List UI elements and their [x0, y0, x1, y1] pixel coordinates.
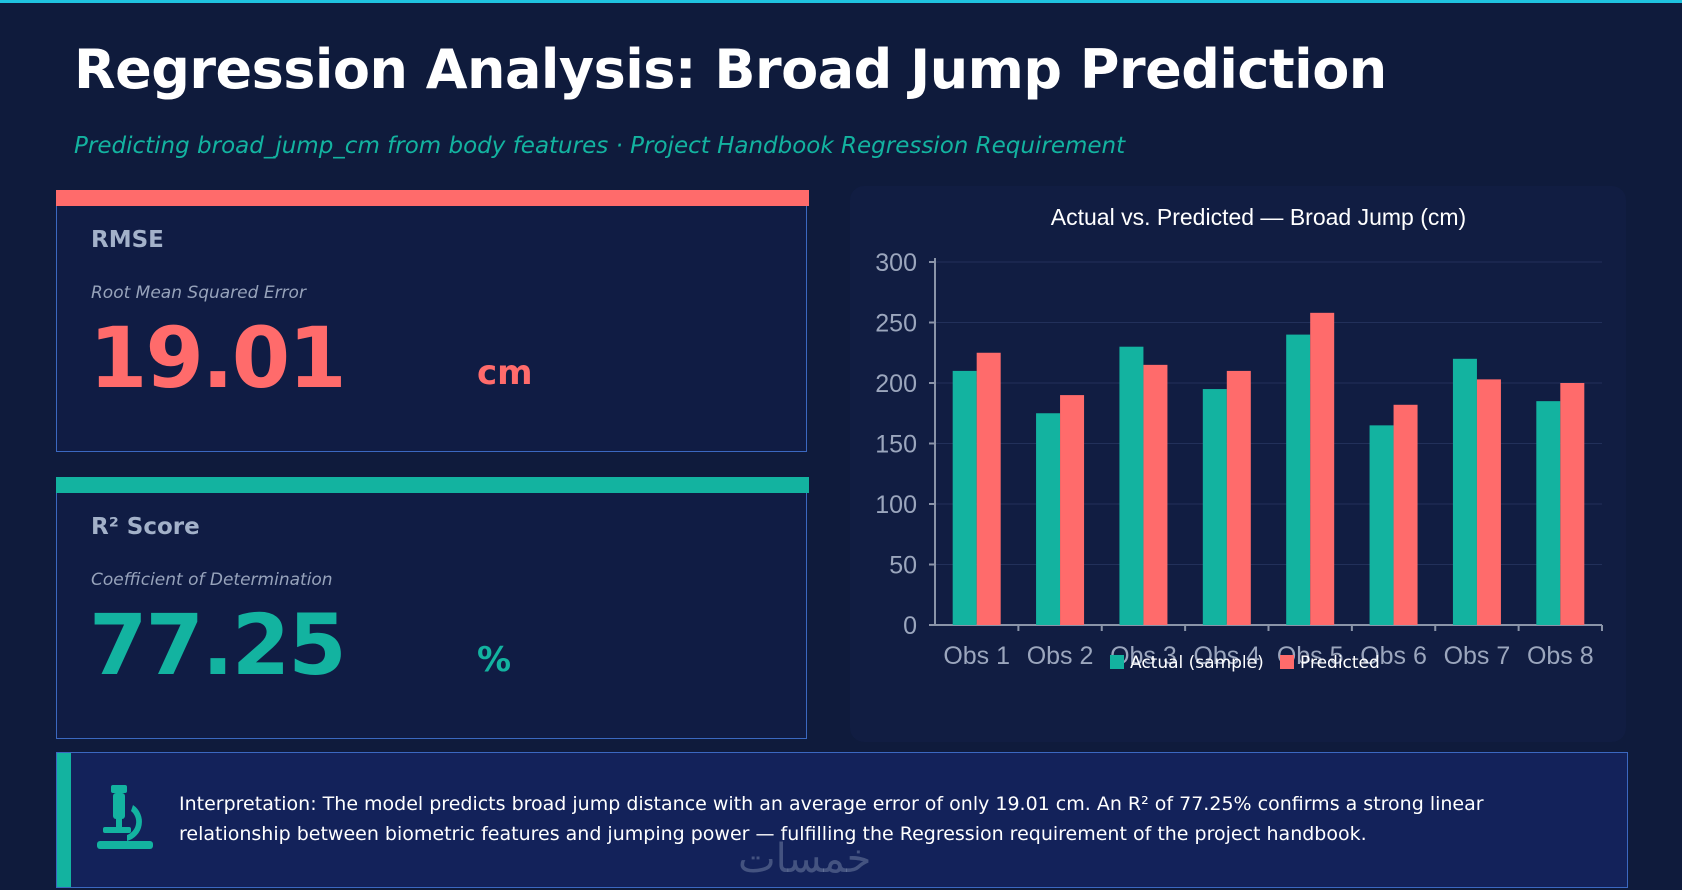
bar-actual-8 — [1536, 401, 1561, 625]
y-tick-label: 50 — [889, 552, 917, 580]
r2-label: R² Score — [91, 514, 200, 540]
interpretation-text: Interpretation: The model predicts broad… — [179, 793, 1484, 845]
rmse-value: 19.01 — [89, 309, 347, 407]
legend-label-2: Predicted — [1300, 653, 1380, 673]
x-tick-label: Obs 8 — [1527, 642, 1594, 670]
legend-label-1: Actual (sample) — [1130, 653, 1264, 673]
bar-actual-6 — [1369, 425, 1394, 625]
x-tick-label: Obs 4 — [1193, 642, 1260, 670]
rmse-description: Root Mean Squared Error — [91, 283, 306, 303]
bar-predicted-8 — [1560, 383, 1585, 625]
interpretation-box: Interpretation: The model predicts broad… — [56, 752, 1628, 888]
chart-panel: Actual vs. Predicted — Broad Jump (cm) 0 5… — [850, 186, 1626, 742]
page-subtitle: Predicting broad_jump_cm from body featu… — [74, 133, 1126, 159]
bar-chart: Actual vs. Predicted — Broad Jump (cm) 0 5… — [875, 204, 1603, 673]
rmse-unit: cm — [477, 353, 533, 393]
rmse-card-accent-bar — [56, 190, 809, 206]
legend-swatch-2 — [1280, 655, 1294, 669]
microscope-icon — [89, 783, 159, 860]
y-tick-label: 150 — [875, 431, 917, 459]
chart-title: Actual vs. Predicted — Broad Jump (cm) — [1051, 204, 1466, 230]
bar-predicted-4 — [1226, 370, 1251, 625]
y-tick-label: 300 — [875, 249, 917, 277]
r2-card: R² Score Coefficient of Determination 77… — [56, 477, 809, 739]
bar-actual-4 — [1202, 389, 1227, 625]
bar-actual-1 — [952, 370, 977, 625]
interpretation-accent-bar — [57, 753, 71, 887]
bar-actual-5 — [1286, 334, 1311, 625]
bar-predicted-1 — [976, 352, 1001, 625]
x-tick-label: Obs 7 — [1444, 642, 1511, 670]
bar-actual-3 — [1119, 346, 1144, 625]
rmse-label: RMSE — [91, 227, 164, 253]
y-tick-label: 100 — [875, 491, 917, 519]
rmse-card: RMSE Root Mean Squared Error 19.01 cm — [56, 190, 809, 452]
bar-predicted-7 — [1476, 379, 1501, 625]
bar-predicted-6 — [1393, 404, 1418, 625]
bar-predicted-3 — [1143, 364, 1168, 625]
y-tick-label: 250 — [875, 310, 917, 338]
r2-value: 77.25 — [89, 596, 347, 694]
r2-unit: % — [477, 640, 512, 680]
watermark: خمسات — [738, 836, 872, 882]
x-tick-label: Obs 1 — [943, 642, 1010, 670]
r2-card-accent-bar — [56, 477, 809, 493]
x-tick-label: Obs 6 — [1360, 642, 1427, 670]
r2-description: Coefficient of Determination — [91, 570, 333, 590]
bar-predicted-2 — [1060, 395, 1085, 625]
bar-actual-2 — [1036, 413, 1061, 625]
bar-predicted-5 — [1310, 312, 1335, 625]
y-tick-label: 0 — [903, 612, 917, 640]
page-title: Regression Analysis: Broad Jump Predicti… — [74, 38, 1387, 101]
bar-actual-7 — [1452, 358, 1477, 625]
top-accent-line — [0, 0, 1682, 3]
legend-swatch-1 — [1110, 655, 1124, 669]
y-tick-label: 200 — [875, 370, 917, 398]
x-tick-label: Obs 2 — [1027, 642, 1094, 670]
